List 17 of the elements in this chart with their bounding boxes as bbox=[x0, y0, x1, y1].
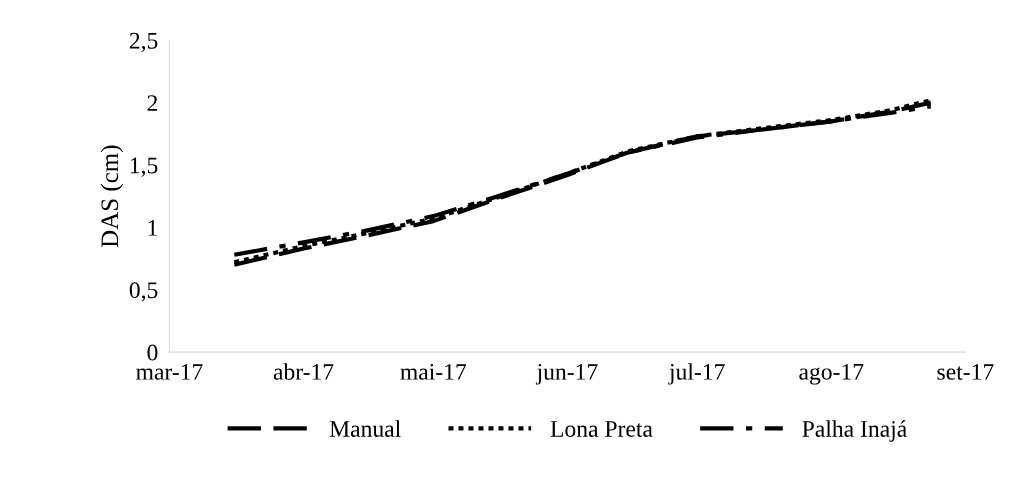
legend-label: Palha Inajá bbox=[802, 420, 907, 442]
y-tick-label: 0,5 bbox=[129, 282, 158, 302]
y-tick-label: 1,5 bbox=[130, 157, 158, 177]
y-tick-label: 2 bbox=[147, 95, 158, 111]
x-tick-label: set-17 bbox=[937, 364, 994, 380]
x-tick-label: mai-17 bbox=[400, 363, 467, 380]
y-axis-title: DAS (cm) bbox=[100, 145, 124, 248]
x-tick-label: abr-17 bbox=[273, 363, 334, 380]
x-tick-label: jul-17 bbox=[668, 363, 725, 385]
legend-label: Lona Preta bbox=[550, 421, 653, 437]
y-tick-label: 0 bbox=[147, 344, 158, 361]
legend-label: Manual bbox=[329, 420, 401, 437]
x-tick-label: ago-17 bbox=[799, 363, 864, 385]
x-tick-label: mar-17 bbox=[136, 364, 203, 380]
x-tick-label: jun-17 bbox=[535, 363, 598, 385]
y-tick-label: 2,5 bbox=[129, 32, 158, 53]
y-tick-label: 1 bbox=[148, 219, 157, 236]
